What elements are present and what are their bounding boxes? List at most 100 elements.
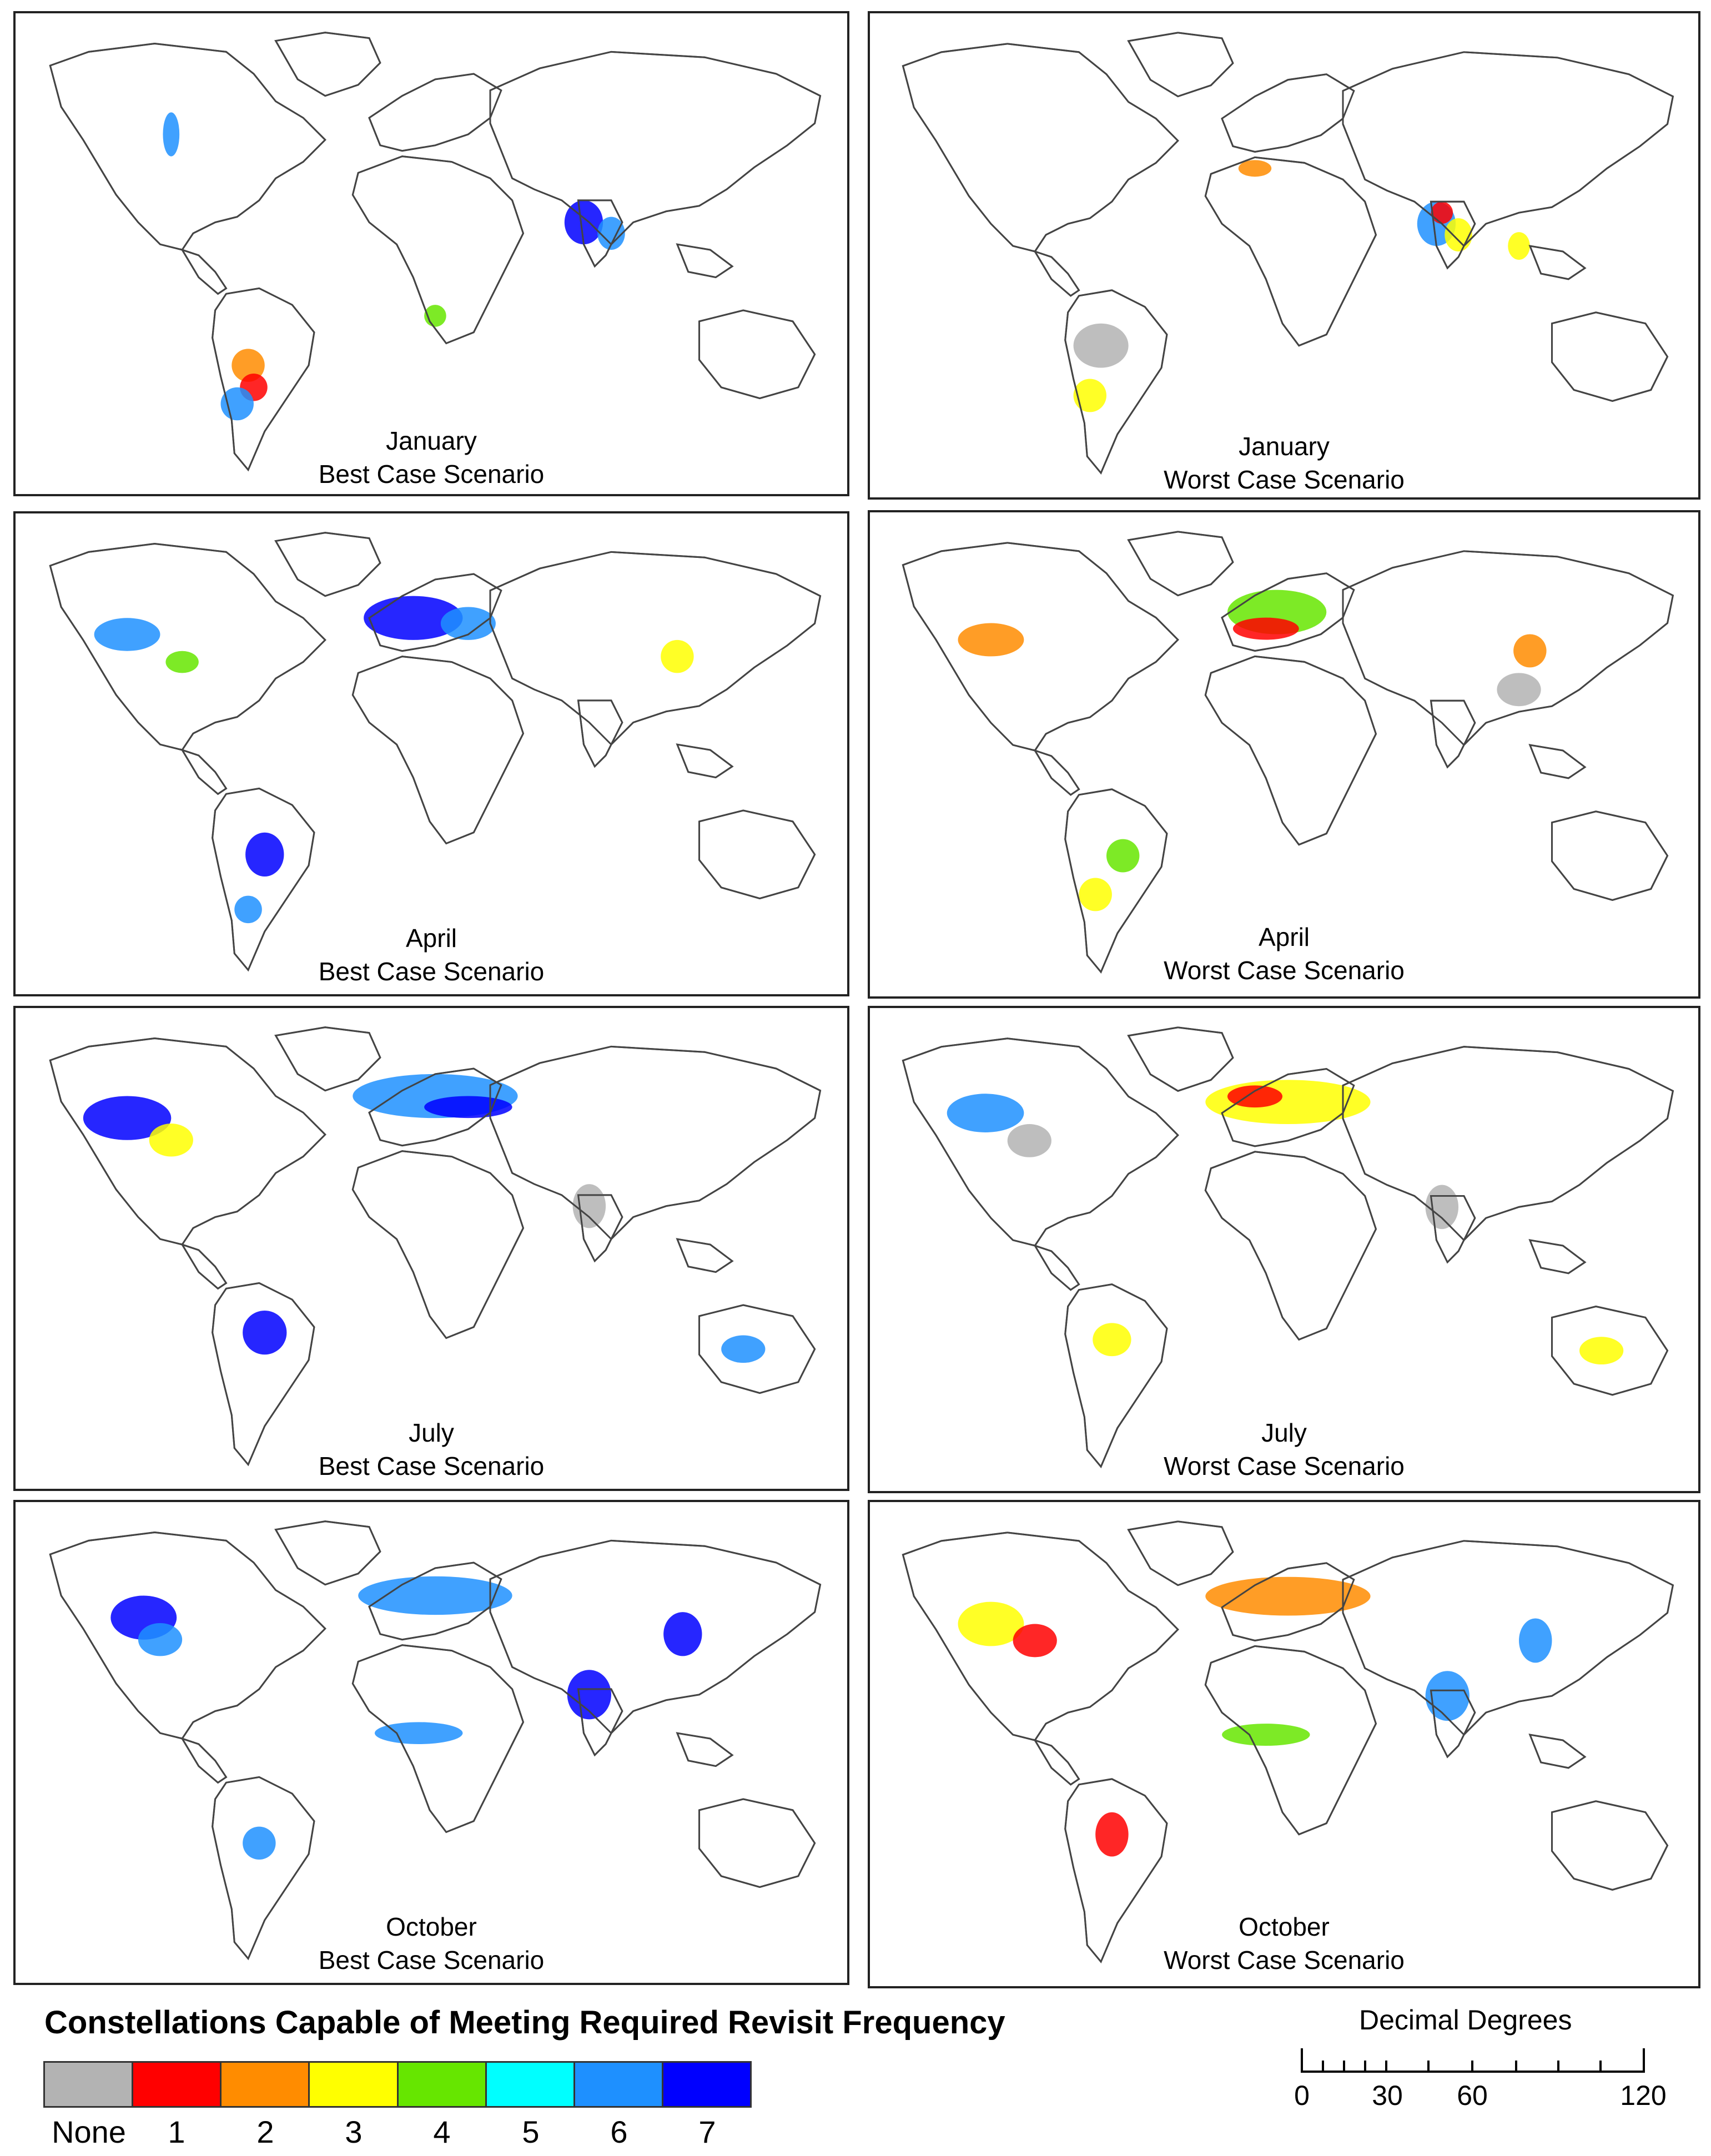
coverage-patch [564,200,603,245]
coverage-patch [374,1722,463,1744]
coverage-patch [567,1670,612,1720]
map-panel-april-worst: April Worst Case Scenario [868,510,1700,999]
coverage-patch [1238,160,1272,177]
border-outline [1342,1540,1674,1736]
coverage-patch [1513,634,1547,668]
coverage-patch [958,623,1024,657]
land-outline [1204,156,1377,347]
border-outline [212,1282,315,1467]
scale-label-0: 0 [1294,2080,1310,2111]
border-outline [180,1737,228,1784]
border-outline [49,1531,326,1740]
border-outline [698,1798,816,1888]
coverage-patch [232,349,265,382]
panel-month: October [1239,1912,1330,1941]
border-outline [180,248,228,295]
panel-scenario: Worst Case Scenario [1164,465,1405,494]
coverage-patch [1222,1724,1310,1746]
legend-color-bar [43,2061,752,2108]
panel-caption: July Best Case Scenario [16,1416,847,1483]
border-outline [274,532,381,597]
border-outline [489,551,822,746]
land-outline [180,1243,228,1290]
coverage-patch [947,1094,1024,1132]
land-outline [1127,531,1234,597]
land-outline [1551,1800,1669,1891]
border-outline [1127,32,1234,98]
border-outline [1430,200,1476,270]
border-outline [577,1194,623,1263]
land-outline [180,1737,228,1784]
coverage-patch [1232,617,1299,640]
map-panel-april-best: April Best Case Scenario [13,511,849,996]
panel-caption: January Best Case Scenario [16,424,847,491]
coverage-patch [597,216,625,250]
border-outline [351,656,525,845]
border-outline [1033,1739,1080,1786]
land-outline [351,1150,525,1339]
land-outline [698,809,816,900]
border-outline [1342,550,1674,747]
border-outline [676,1732,734,1767]
border-outline [351,155,525,345]
panel-month: January [386,426,477,455]
border-outline [351,1150,525,1339]
border-outline [1528,744,1587,779]
scale-label-30: 30 [1372,2080,1403,2111]
border-outline [1528,1239,1587,1275]
coverage-patch [234,895,262,924]
panel-month: January [1239,432,1330,461]
border-outline [1127,531,1234,597]
coverage-patch [424,1096,512,1119]
land-outline [1127,1520,1234,1586]
coverage-patch [1205,1080,1371,1125]
border-outline [902,1037,1179,1247]
legend-label-none: None [52,2114,126,2149]
legend-label-2: 2 [256,2114,274,2149]
panel-month: April [405,924,457,953]
border-outline [1064,289,1168,475]
border-outline [1033,250,1080,297]
border-outline [676,243,734,279]
border-outline [274,1026,381,1092]
border-outline [1551,1800,1669,1891]
map-panel-october-best: October Best Case Scenario [13,1500,849,1985]
panel-scenario: Best Case Scenario [318,957,545,986]
scale-label-120: 120 [1620,2080,1667,2111]
border-outline [902,1532,1179,1741]
land-outline [274,1026,381,1092]
world-map [902,1520,1674,1963]
border-outline [49,1037,326,1246]
land-outline [274,1520,381,1586]
panel-caption: April Worst Case Scenario [870,920,1698,987]
border-outline [212,787,315,972]
panel-scenario: Worst Case Scenario [1164,1946,1405,1974]
world-map [49,532,822,972]
map-panel-january-worst: January Worst Case Scenario [868,11,1700,500]
coverage-patch [94,618,160,651]
coverage-patch [1095,1812,1129,1857]
border-outline [902,542,1179,752]
border-outline [577,199,623,268]
border-outline [489,1045,822,1241]
border-outline [1430,1195,1476,1264]
land-outline [274,532,381,597]
land-outline [1033,749,1080,796]
panel-caption: January Worst Case Scenario [870,430,1698,496]
coverage-patch [440,607,496,640]
legend-swatch-none [45,2063,134,2106]
panel-month: July [1261,1418,1307,1447]
legend-swatch-4 [398,2063,487,2106]
land-outline [698,1798,816,1888]
scale-title: Decimal Degrees [1359,2004,1572,2036]
border-outline [212,287,315,472]
panel-caption: October Best Case Scenario [16,1910,847,1977]
land-outline [1033,1244,1080,1291]
land-outline [902,542,1179,752]
world-map [49,32,822,472]
coverage-patch [220,387,254,421]
coverage-patch [1497,673,1541,707]
coverage-patch [1508,232,1530,260]
border-outline [1033,749,1080,796]
legend-label-4: 4 [433,2114,451,2149]
